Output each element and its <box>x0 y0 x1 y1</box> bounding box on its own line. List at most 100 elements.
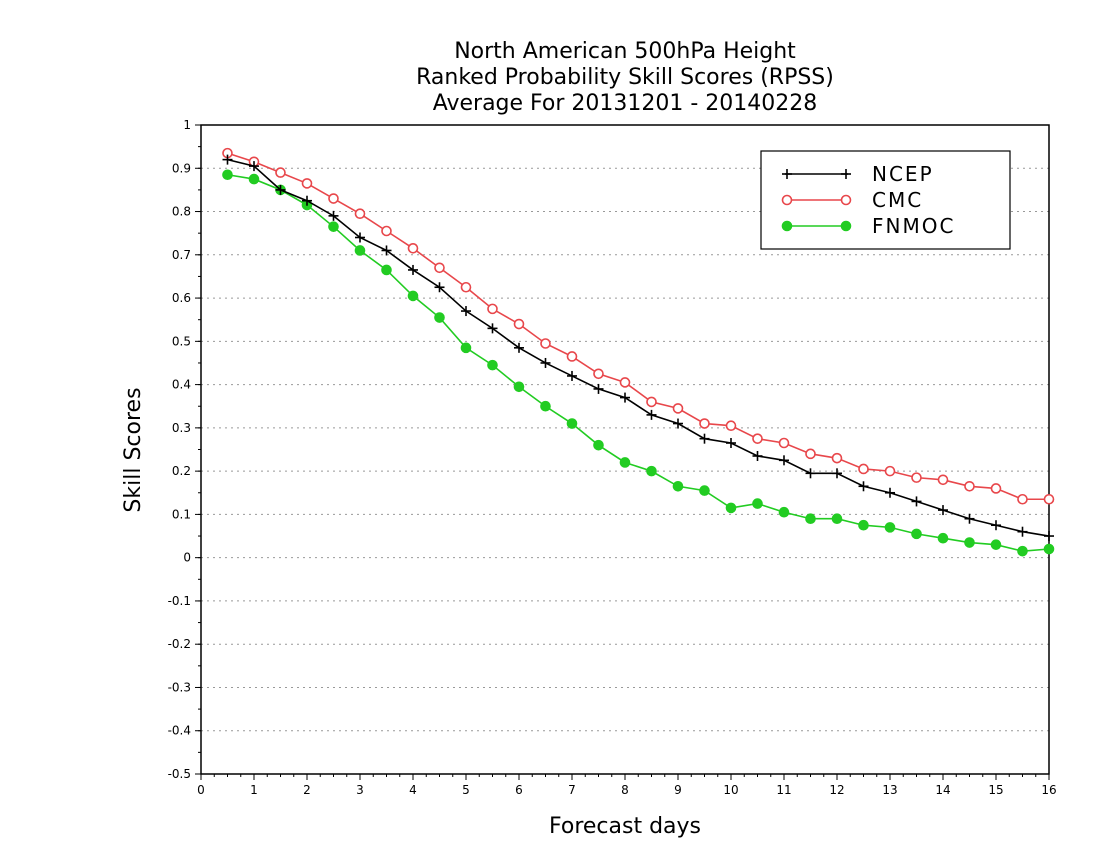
data-point-fnmoc <box>513 381 525 393</box>
x-tick-label: 5 <box>462 783 470 797</box>
y-tick-label: 0.5 <box>172 334 191 348</box>
data-point-cmc <box>513 318 525 330</box>
data-point-fnmoc <box>487 359 498 371</box>
y-tick-label: 0.6 <box>172 291 191 305</box>
data-point-ncep <box>726 438 736 449</box>
series-line-ncep <box>227 158 1050 537</box>
data-point-cmc <box>752 433 763 444</box>
y-tick-label: 0.4 <box>172 378 191 392</box>
y-tick-label: -0.3 <box>168 680 191 694</box>
data-point-cmc <box>354 208 366 219</box>
x-tick-label: 13 <box>882 783 897 797</box>
data-point-ncep <box>222 154 233 165</box>
data-point-ncep <box>832 468 842 479</box>
data-point-ncep <box>699 433 710 444</box>
data-point-fnmoc <box>381 264 392 276</box>
series-fnmoc <box>222 169 1055 557</box>
data-point-ncep <box>540 357 551 368</box>
chart-title-line-3: Average For 20131201 - 20140228 <box>433 91 818 116</box>
legend-marker-cmc <box>840 194 852 206</box>
data-point-cmc <box>858 463 869 475</box>
data-point-fnmoc <box>964 537 975 548</box>
x-tick-label: 3 <box>356 783 364 797</box>
data-point-cmc <box>805 448 816 460</box>
data-point-ncep <box>355 232 365 243</box>
data-point-ncep <box>514 342 524 353</box>
y-tick-label: 0.7 <box>172 248 191 262</box>
data-point-cmc <box>566 351 578 362</box>
y-tick-label: 0.2 <box>172 464 191 478</box>
data-point-fnmoc <box>248 173 260 185</box>
x-tick-label: 11 <box>776 783 791 797</box>
y-tick-label: 0 <box>183 551 191 565</box>
y-tick-label: -0.2 <box>168 637 191 651</box>
x-tick-label: 8 <box>621 783 629 797</box>
data-point-fnmoc <box>1017 545 1028 557</box>
data-point-cmc <box>275 167 286 178</box>
data-point-ncep <box>275 184 286 195</box>
data-point-ncep <box>1044 531 1054 542</box>
series-lines <box>222 147 1055 557</box>
data-point-ncep <box>567 370 577 381</box>
data-point-ncep <box>620 392 630 403</box>
data-point-ncep <box>408 264 418 275</box>
x-tick-label: 16 <box>1041 783 1056 797</box>
data-point-fnmoc <box>725 502 737 514</box>
x-axis-title: Forecast days <box>549 814 701 839</box>
data-point-ncep <box>1017 526 1028 537</box>
chart-title-line-1: North American 500hPa Height <box>454 39 796 64</box>
data-point-fnmoc <box>831 513 843 525</box>
data-point-ncep <box>249 161 259 172</box>
data-point-ncep <box>302 195 312 206</box>
data-point-cmc <box>407 243 419 254</box>
data-point-cmc <box>301 178 313 189</box>
data-point-cmc <box>487 303 498 315</box>
data-point-cmc <box>540 338 551 349</box>
data-point-fnmoc <box>540 400 551 412</box>
legend-marker-fnmoc <box>781 220 793 232</box>
data-point-fnmoc <box>805 513 816 525</box>
data-point-ncep <box>487 323 498 334</box>
data-point-cmc <box>381 225 392 237</box>
data-point-cmc <box>725 420 737 432</box>
axes: -0.5 -0.4 -0.3 -0.2 -0.1 0 0.1 0.2 0.3 0.4 0.5 0.6 0… <box>121 118 1057 839</box>
data-point-cmc <box>646 396 657 408</box>
x-tick-label: 12 <box>829 783 844 797</box>
data-point-cmc <box>1043 493 1055 505</box>
legend-marker-cmc <box>781 194 793 206</box>
series-cmc <box>222 147 1055 505</box>
data-point-ncep <box>434 282 445 293</box>
x-tick-label: 6 <box>515 783 523 797</box>
x-tick-label: 7 <box>568 783 576 797</box>
data-point-fnmoc <box>354 245 366 256</box>
x-tick-label: 2 <box>303 783 311 797</box>
legend-label-ncep: NCEP <box>872 162 934 186</box>
x-tick-label: 15 <box>988 783 1003 797</box>
data-point-ncep <box>964 513 975 524</box>
data-point-ncep <box>858 481 869 492</box>
data-point-fnmoc <box>566 418 578 429</box>
data-point-ncep <box>461 306 471 317</box>
chart-title-line-2: Ranked Probability Skill Scores (RPSS) <box>416 65 834 90</box>
y-tick-label: -0.5 <box>168 767 191 781</box>
data-point-cmc <box>434 262 445 274</box>
x-tick-label: 9 <box>674 783 682 797</box>
data-point-ncep <box>911 496 922 507</box>
data-point-cmc <box>699 418 710 429</box>
data-point-cmc <box>884 465 896 477</box>
data-point-fnmoc <box>434 312 445 323</box>
data-point-cmc <box>1017 493 1028 505</box>
legend-marker-ncep <box>841 169 851 179</box>
data-point-fnmoc <box>937 532 949 544</box>
data-point-ncep <box>938 505 948 516</box>
data-point-fnmoc <box>752 498 763 509</box>
y-tick-label: 0.8 <box>172 205 191 219</box>
data-point-cmc <box>990 483 1002 494</box>
y-tick-label: 0.1 <box>172 507 191 521</box>
x-tick-label: 1 <box>250 783 258 797</box>
y-tick-label: 0.9 <box>172 161 191 175</box>
data-point-ncep <box>991 520 1001 531</box>
data-point-fnmoc <box>619 457 631 468</box>
